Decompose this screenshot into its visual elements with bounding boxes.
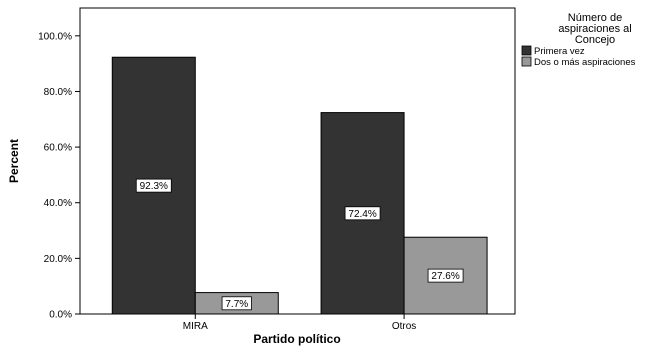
x-tick-label: Otros	[392, 321, 416, 332]
y-tick-label: 80.0%	[44, 87, 72, 98]
legend-label-primera-vez: Primera vez	[534, 46, 585, 57]
data-label: 72.4%	[348, 209, 376, 220]
data-label: 7.7%	[225, 299, 248, 310]
y-tick-label: 20.0%	[44, 254, 72, 265]
x-axis: MIRA Otros	[183, 314, 416, 332]
data-label-box	[221, 296, 252, 311]
data-label: 27.6%	[431, 271, 459, 282]
data-label: 92.3%	[140, 181, 168, 192]
legend-title-line-2: aspiraciones al	[558, 23, 631, 35]
legend-title-line-1: Número de	[568, 12, 622, 24]
x-tick-label: MIRA	[183, 321, 208, 332]
legend-label-dos-o-mas: Dos o más aspiraciones	[534, 57, 636, 68]
x-axis-title: Partido político	[253, 332, 340, 346]
data-labels: 92.3% 72.4% 7.7% 27.6%	[135, 178, 464, 311]
legend-title-line-3: Concejo	[575, 34, 615, 46]
y-tick-label: 100.0%	[38, 31, 72, 42]
y-axis-title: Percent	[7, 139, 21, 183]
legend: Número de aspiraciones al Concejo Primer…	[521, 12, 636, 68]
y-tick-label: 40.0%	[44, 198, 72, 209]
data-label-box	[135, 178, 172, 193]
y-tick-label: 0.0%	[49, 310, 72, 321]
legend-swatch-dos-o-mas	[521, 56, 532, 67]
y-tick-label: 60.0%	[44, 143, 72, 154]
data-label-box	[427, 268, 464, 283]
legend-swatch-primera-vez	[521, 45, 532, 56]
y-axis: 0.0% 20.0% 40.0% 60.0% 80.0% 100.0%	[38, 31, 80, 321]
data-label-box	[344, 206, 381, 221]
